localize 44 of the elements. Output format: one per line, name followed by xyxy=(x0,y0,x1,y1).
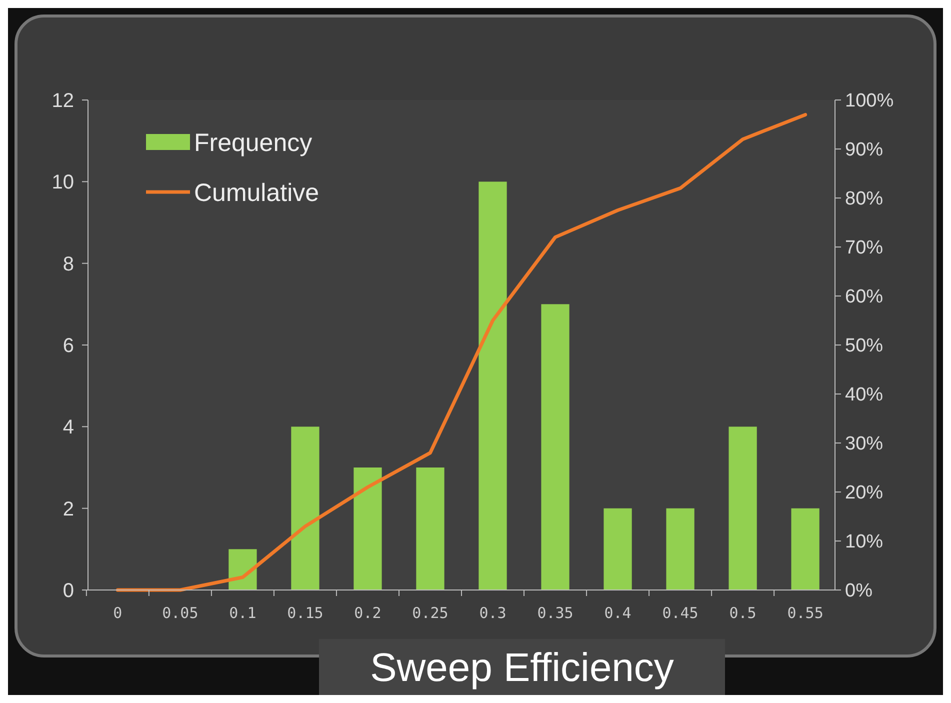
bar xyxy=(728,426,757,590)
y2-tick-label: 60% xyxy=(845,286,884,308)
bar xyxy=(478,182,507,590)
bar xyxy=(291,426,320,590)
y-tick-label: 6 xyxy=(62,335,74,357)
x-tick-label: 0.35 xyxy=(537,604,574,622)
y-tick-label: 8 xyxy=(62,253,74,276)
y-tick-label: 0 xyxy=(62,580,74,602)
legend-label: Frequency xyxy=(194,128,313,157)
x-tick-label: 0.3 xyxy=(479,604,506,622)
y2-tick-label: 80% xyxy=(845,188,884,210)
y2-tick-label: 100% xyxy=(845,90,894,112)
bar xyxy=(604,508,632,590)
y-tick-label: 4 xyxy=(62,416,74,439)
x-tick-label: 0.25 xyxy=(412,604,448,622)
x-tick-label: 0.15 xyxy=(287,604,324,622)
bar xyxy=(354,468,382,590)
y-tick-label: 10 xyxy=(52,172,74,194)
y-tick-label: 12 xyxy=(52,90,74,112)
bar xyxy=(541,304,570,590)
x-tick-label: 0.5 xyxy=(729,604,756,622)
y2-tick-label: 70% xyxy=(845,238,884,259)
x-tick-label: 0.55 xyxy=(787,604,824,622)
x-tick-label: 0 xyxy=(113,604,122,622)
y2-tick-label: 90% xyxy=(845,140,884,161)
line-series xyxy=(116,112,808,592)
x-tick-label: 0.4 xyxy=(604,604,632,622)
bar xyxy=(416,468,444,590)
bar xyxy=(791,508,820,590)
x-axis-title: Sweep Efficiency xyxy=(370,646,674,690)
y2-tick-label: 20% xyxy=(845,482,884,504)
y-tick-label: 2 xyxy=(62,498,74,520)
y2-tick-label: 50% xyxy=(845,336,884,357)
x-tick-label: 0.2 xyxy=(354,604,382,622)
bar xyxy=(666,508,694,590)
legend-label: Cumulative xyxy=(194,178,320,207)
bar xyxy=(228,549,257,590)
x-tick-label: 0.05 xyxy=(162,604,198,622)
y2-tick-label: 0% xyxy=(845,580,873,602)
y2-tick-label: 40% xyxy=(845,384,884,406)
y2-tick-label: 10% xyxy=(845,532,884,553)
x-tick-label: 0.45 xyxy=(662,604,698,622)
x-tick-label: 0.1 xyxy=(229,604,256,622)
y2-tick-label: 30% xyxy=(845,434,884,455)
